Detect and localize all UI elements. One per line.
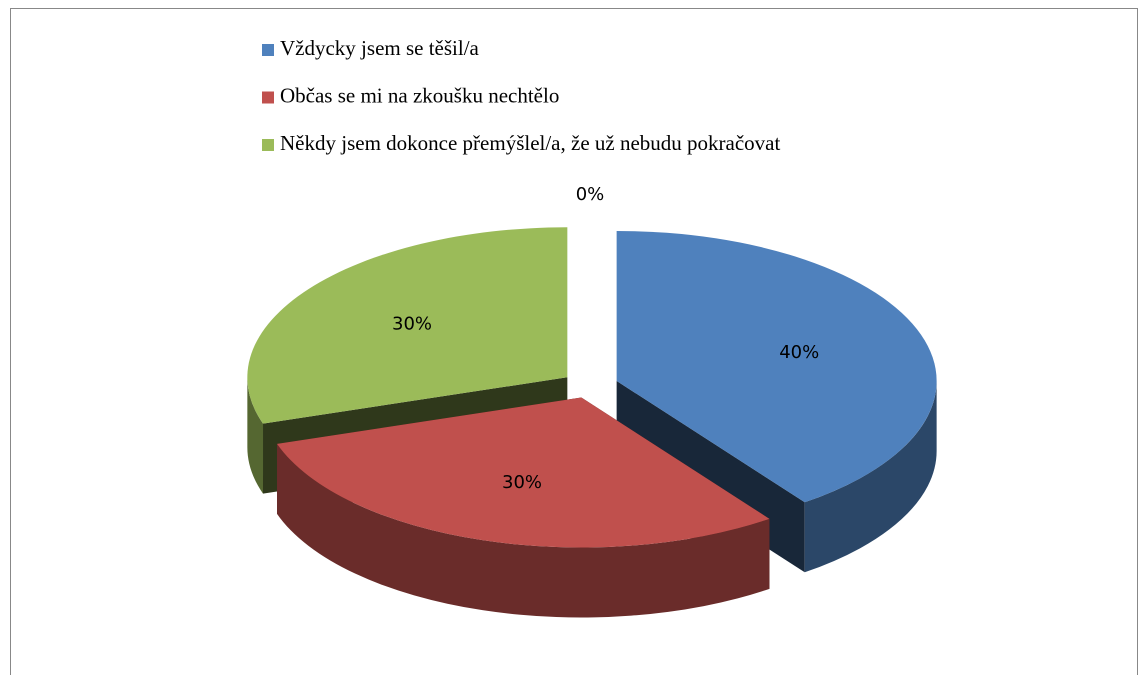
legend-swatch [262,91,274,104]
slice-top [247,227,568,424]
legend-label: Vždycky jsem se těšil/a [280,36,480,60]
legend-swatch [262,44,274,56]
legend-label: Občas se mi na zkoušku nechtělo [280,83,559,107]
data-label: 40% [779,342,819,363]
data-label: 0% [576,184,605,205]
legend-swatch [262,139,274,151]
slice-side [247,377,264,494]
slice-top [277,397,770,548]
slice-side [804,380,937,573]
legend-label: Někdy jsem dokonce přemýšlel/a, že už ne… [280,131,780,155]
data-label: 30% [502,472,542,493]
slice-top [616,230,937,503]
slice-side [277,443,770,618]
data-label: 30% [392,313,432,334]
pie-slice [277,397,770,618]
chart-frame [10,8,1138,675]
